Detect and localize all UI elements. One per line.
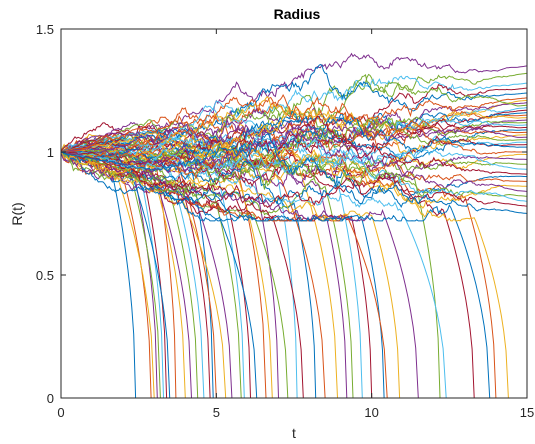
x-tick-label: 10: [364, 405, 378, 420]
y-tick-label: 0: [47, 391, 54, 406]
series-line-0: [60, 148, 137, 399]
x-axis-ticks: 0 5 10 15: [57, 29, 534, 420]
y-axis-ticks: 0 0.5 1 1.5: [36, 22, 527, 406]
x-axis-label: t: [292, 425, 296, 441]
series-line-79: [60, 141, 528, 209]
series-line-38: [60, 151, 419, 399]
series-line-57: [60, 99, 528, 153]
series-line-71: [61, 93, 527, 155]
series-line-76: [60, 115, 527, 175]
series-group: [60, 52, 528, 399]
plot-frame: [60, 28, 528, 399]
series-line-84: [60, 133, 528, 214]
y-tick-label: 1.5: [36, 22, 54, 37]
series-line-82: [60, 149, 528, 202]
chart-title: Radius: [274, 6, 321, 22]
series-line-9: [60, 151, 186, 399]
series-line-80: [60, 132, 528, 192]
series-line-67: [60, 116, 527, 168]
x-tick-label: 5: [213, 405, 220, 420]
y-tick-label: 0.5: [36, 268, 54, 283]
series-line-83: [60, 151, 528, 209]
series-line-73: [60, 149, 527, 188]
series-line-53: [60, 74, 528, 153]
series-line-44: [60, 149, 509, 399]
series-line-78: [60, 146, 528, 183]
x-tick-label: 0: [57, 405, 64, 420]
y-axis-label: R(t): [9, 202, 25, 225]
series-line-1: [60, 151, 152, 399]
series-line-54: [60, 105, 528, 153]
x-tick-label: 15: [520, 405, 534, 420]
series-line-27: [60, 151, 304, 399]
series-line-25: [60, 151, 289, 399]
series-line-81: [60, 151, 528, 199]
series-line-63: [60, 108, 527, 160]
y-tick-label: 1: [47, 145, 54, 160]
